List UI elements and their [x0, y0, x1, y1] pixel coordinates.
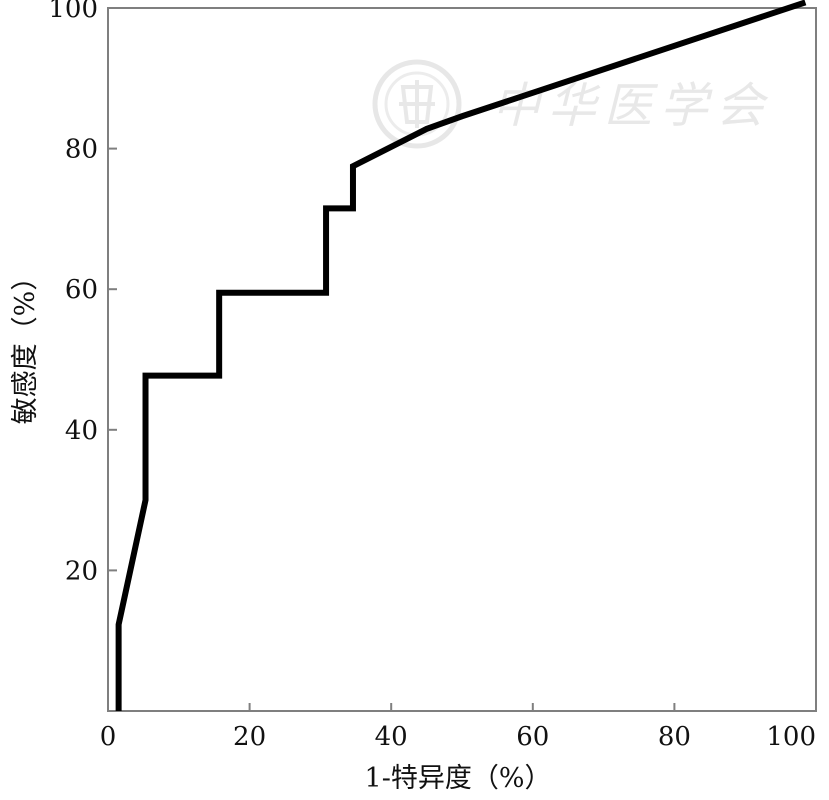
y-tick-label: 60: [65, 275, 98, 305]
y-tick-label: 80: [65, 135, 98, 165]
watermark-text: 中华医学会: [492, 78, 772, 134]
plot-frame: [107, 7, 817, 712]
x-tick-label: 20: [233, 722, 266, 752]
x-tick-label: 80: [658, 722, 691, 752]
y-tick-label: 100: [48, 0, 98, 24]
watermark: 中华医学会: [372, 59, 772, 149]
y-axis-title: 敏感度（%）: [10, 264, 41, 425]
x-tick-label: 100: [766, 722, 816, 752]
y-tick-label: 20: [65, 556, 98, 586]
y-tick-label: 40: [65, 416, 98, 446]
series-layer: [115, 0, 807, 711]
x-axis-title: 1-特异度（%）: [365, 763, 552, 794]
roc-curve-line: [115, 0, 807, 711]
x-tick-label: 0: [100, 722, 117, 752]
x-tick-label: 60: [516, 722, 549, 752]
axes: 0 20 40 60 80 100 20 40 60 80 100: [48, 0, 817, 752]
x-tick-label: 40: [375, 722, 408, 752]
